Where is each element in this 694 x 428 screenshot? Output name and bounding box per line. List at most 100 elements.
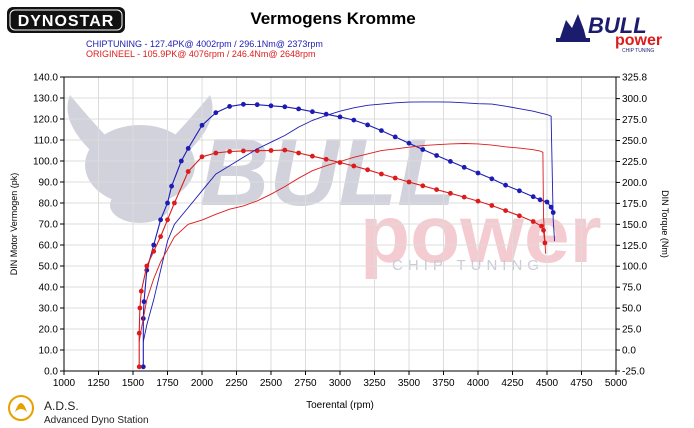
chiptuning-point bbox=[141, 299, 147, 305]
y-tick-label: 20.0 bbox=[39, 325, 59, 336]
grid bbox=[63, 76, 617, 372]
y-tick-label: 30.0 bbox=[39, 304, 59, 315]
origineel-point bbox=[392, 175, 398, 181]
dynostar-logo-text: DYNOSTAR bbox=[18, 13, 115, 30]
origineel-point bbox=[172, 200, 177, 206]
origineel-point bbox=[379, 171, 384, 177]
y2-tick-label: 0.0 bbox=[622, 346, 636, 357]
legend-chiptuning: CHIPTUNING - 127.4PK@ 4002rpm / 296.1Nm@… bbox=[86, 39, 323, 49]
y2-tick-label: 100.0 bbox=[622, 262, 647, 273]
chiptuning-point bbox=[165, 200, 170, 206]
origineel-point bbox=[136, 364, 142, 370]
chiptuning-point bbox=[503, 182, 508, 188]
origineel-point bbox=[158, 234, 164, 240]
x-tick-label: 1500 bbox=[122, 378, 145, 389]
y2-tick-label: -25.0 bbox=[622, 367, 645, 378]
y2-tick-label: 75.0 bbox=[622, 283, 642, 294]
x-tick-label: 2000 bbox=[191, 378, 214, 389]
origineel-point bbox=[213, 150, 219, 156]
y2-tick-label: 200.0 bbox=[622, 178, 647, 189]
x-tick-label: 3750 bbox=[432, 378, 455, 389]
y2-tick-label: 50.0 bbox=[622, 304, 642, 315]
ads-subtitle: Advanced Dyno Station bbox=[44, 415, 149, 426]
chiptuning-point bbox=[489, 176, 495, 182]
y-tick-label: 50.0 bbox=[39, 262, 59, 273]
origineel-line bbox=[138, 149, 546, 367]
origineel-point bbox=[268, 148, 274, 153]
x-tick-label: 4000 bbox=[467, 378, 490, 389]
x-tick-label: 1250 bbox=[87, 378, 110, 389]
origineel-point bbox=[406, 179, 412, 185]
chiptuning-point bbox=[351, 117, 357, 123]
series bbox=[136, 101, 556, 370]
y-tick-label: 100.0 bbox=[33, 157, 58, 168]
chiptuning-point bbox=[530, 194, 536, 200]
y-axis-label: DIN Motor Vermogen (pk) bbox=[9, 173, 19, 276]
y2-tick-label: 150.0 bbox=[622, 220, 647, 231]
chiptuning-point bbox=[548, 204, 554, 210]
watermark-power-text: power bbox=[360, 189, 601, 280]
y2-tick-label: 25.0 bbox=[622, 325, 642, 336]
power-logo-text: power bbox=[615, 32, 662, 49]
y2-tick-label: 275.0 bbox=[622, 115, 647, 126]
x-tick-label: 2250 bbox=[225, 378, 248, 389]
origineel-point bbox=[434, 187, 439, 193]
origineel-point bbox=[539, 223, 544, 229]
origineel-point bbox=[420, 183, 426, 189]
chiptuning-point bbox=[268, 103, 274, 109]
origineel-point bbox=[475, 198, 481, 204]
x-tick-label: 3500 bbox=[398, 378, 421, 389]
origineel-point bbox=[351, 163, 357, 169]
ads-logo: A.D.S. Advanced Dyno Station bbox=[8, 395, 149, 426]
chiptuning-point bbox=[461, 164, 467, 170]
chiptuning-point bbox=[282, 104, 288, 110]
bull-rider-icon bbox=[556, 14, 590, 42]
chiptuning-point bbox=[169, 183, 175, 189]
origineel-point bbox=[144, 263, 150, 269]
chiptuning-point bbox=[296, 106, 301, 112]
dynostar-logo: DYNOSTAR bbox=[7, 7, 125, 33]
y-tick-label: 0.0 bbox=[44, 367, 58, 378]
chiptuning-point bbox=[185, 146, 191, 151]
y-tick-label: 140.0 bbox=[33, 73, 58, 84]
origineel-point bbox=[137, 305, 143, 311]
x-tick-label: 5000 bbox=[605, 378, 628, 389]
x-tick-label: 3250 bbox=[363, 378, 386, 389]
y2-axis-label: DIN Torque (Nm) bbox=[660, 190, 670, 258]
y2-tick-label: 300.0 bbox=[622, 94, 647, 105]
origineel-point bbox=[282, 147, 288, 153]
chiptuning-point bbox=[199, 122, 205, 128]
y-tick-label: 70.0 bbox=[39, 220, 59, 231]
chiptuning-point bbox=[392, 134, 398, 140]
origineel-point bbox=[138, 288, 144, 294]
x-tick-label: 4500 bbox=[536, 378, 559, 389]
chiptuning-torque-line bbox=[142, 101, 556, 342]
chiptuning-point bbox=[448, 159, 453, 164]
chiptuning-point bbox=[158, 217, 164, 223]
chiptuning-point bbox=[178, 158, 184, 164]
y-tick-label: 80.0 bbox=[39, 199, 59, 210]
x-tick-label: 3000 bbox=[329, 378, 352, 389]
bull-logo-text: BULL bbox=[588, 13, 647, 38]
chiptuning-point bbox=[254, 102, 260, 108]
watermark-bull-text: BULL bbox=[200, 119, 456, 226]
chiptuning-point bbox=[337, 114, 343, 120]
y-tick-label: 90.0 bbox=[39, 178, 59, 189]
y2-tick-label: 125.0 bbox=[622, 241, 647, 252]
x-tick-label: 2750 bbox=[294, 378, 317, 389]
chiptuning-point bbox=[379, 128, 384, 134]
origineel-point bbox=[185, 169, 191, 174]
origineel-point bbox=[241, 148, 246, 154]
chiptuning-point bbox=[420, 147, 426, 152]
y2-tick-label: 225.0 bbox=[622, 157, 647, 168]
origineel-torque-line bbox=[138, 143, 547, 342]
origineel-point bbox=[199, 154, 205, 160]
x-tick-label: 1000 bbox=[53, 378, 76, 389]
y2-tick-label: 250.0 bbox=[622, 136, 647, 147]
chiptuning-point bbox=[517, 188, 522, 194]
y-tick-label: 60.0 bbox=[39, 241, 59, 252]
y-tick-label: 130.0 bbox=[33, 94, 58, 105]
y2-tick-label: 175.0 bbox=[622, 199, 647, 210]
origineel-point bbox=[365, 167, 370, 173]
